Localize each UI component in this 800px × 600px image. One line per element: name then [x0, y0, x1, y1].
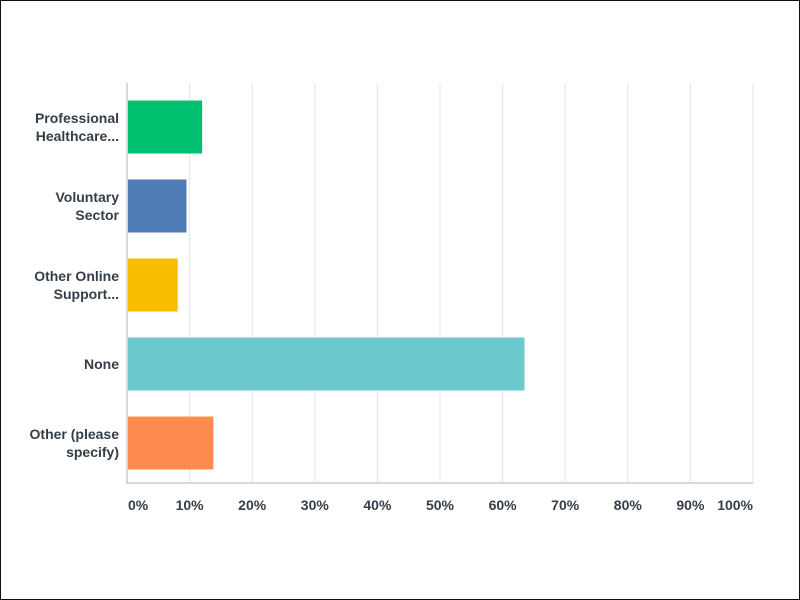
category-label-line: Support...: [54, 286, 119, 302]
bar: [128, 258, 178, 312]
x-tick-label: 90%: [676, 497, 705, 513]
category-label: Professional Healthcare...: [35, 110, 119, 144]
x-tick-label: 50%: [426, 497, 455, 513]
x-tick-label: 80%: [614, 497, 643, 513]
category-label-line: None: [84, 356, 119, 372]
x-tick-label: 20%: [238, 497, 267, 513]
category-label-line: specify): [66, 444, 119, 460]
category-label-line: Other (please: [30, 426, 120, 442]
axes: [126, 83, 753, 484]
x-tick-label: 0%: [128, 497, 149, 513]
x-tick-label: 70%: [551, 497, 580, 513]
category-label: Voluntary Sector: [55, 189, 119, 223]
x-tick-label: 100%: [717, 497, 753, 513]
category-label: None: [84, 356, 119, 372]
category-label-line: Professional: [35, 110, 119, 126]
bar: [128, 337, 525, 391]
category-label: Other (please specify): [30, 426, 120, 460]
category-label-line: Other Online: [34, 268, 119, 284]
category-labels: Professional Healthcare... Voluntary Sector…: [30, 110, 120, 460]
category-label: Other Online Support...: [34, 268, 119, 302]
gridlines: [189, 83, 754, 483]
category-label-line: Healthcare...: [36, 128, 119, 144]
bar: [128, 100, 203, 154]
category-label-line: Sector: [75, 207, 119, 223]
bar: [128, 179, 187, 233]
x-tick-label: 60%: [489, 497, 518, 513]
bars: [128, 100, 525, 470]
x-tick-label: 40%: [363, 497, 392, 513]
x-tick-label: 30%: [301, 497, 330, 513]
x-tick-labels: 0% 10% 20% 30% 40% 50% 60% 70% 80% 90% 100%: [128, 497, 754, 513]
x-tick-label: 10%: [176, 497, 205, 513]
bar: [128, 416, 214, 470]
category-label-line: Voluntary: [55, 189, 119, 205]
